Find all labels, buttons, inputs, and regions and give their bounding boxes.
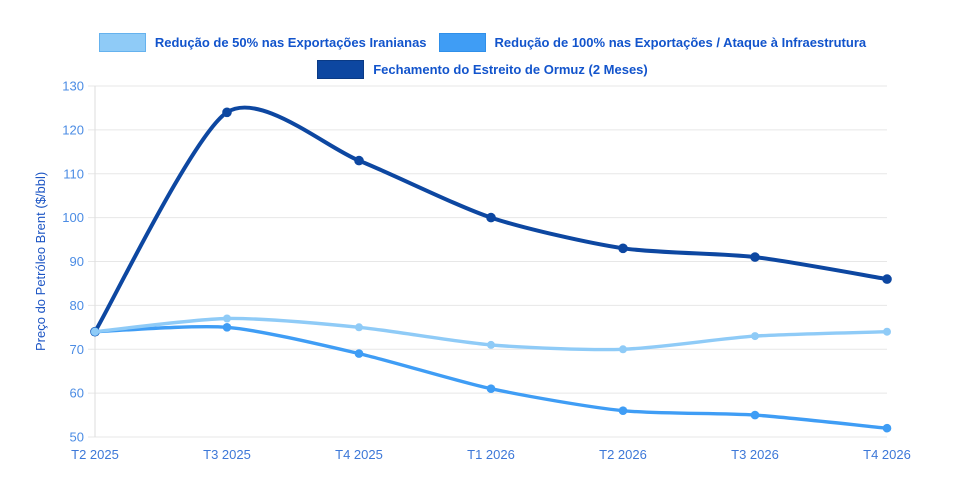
y-axis-tick-label: 60 [70, 386, 84, 401]
legend-item-reducao-100[interactable]: Redução de 100% nas Exportações / Ataque… [438, 33, 867, 52]
y-axis-tick-label: 90 [70, 254, 84, 269]
series-point-1-2 [354, 349, 364, 358]
legend-item-fechamento-ormuz[interactable]: Fechamento do Estreito de Ormuz (2 Meses… [317, 60, 648, 79]
y-axis-tick-label: 70 [70, 342, 84, 357]
series-point-0-5 [751, 332, 759, 341]
legend-label-fechamento-ormuz: Fechamento do Estreito de Ormuz (2 Meses… [373, 62, 648, 77]
series-point-1-4 [618, 406, 628, 416]
legend-item-reducao-50[interactable]: Redução de 50% nas Exportações Iranianas [98, 33, 427, 52]
series-point-2-1 [222, 107, 232, 118]
series-point-1-3 [486, 384, 496, 394]
series-point-2-4 [618, 243, 628, 254]
legend-label-reducao-50: Redução de 50% nas Exportações Iranianas [154, 35, 427, 50]
series-point-2-3 [486, 212, 496, 223]
series-point-0-0 [91, 327, 99, 336]
series-point-1-6 [882, 423, 892, 433]
x-axis-tick-label: T3 2026 [731, 447, 779, 462]
series-point-0-6 [883, 327, 891, 336]
x-axis-tick-label: T1 2026 [467, 447, 515, 462]
legend-swatch-reducao-100 [438, 33, 486, 52]
y-axis-tick-label: 80 [70, 298, 84, 313]
chart-legend: Redução de 50% nas Exportações Iranianas… [0, 33, 965, 79]
y-axis-tick-label: 120 [62, 122, 84, 137]
y-axis-tick-label: 50 [70, 430, 84, 445]
series-point-0-3 [487, 340, 495, 349]
x-axis-tick-label: T2 2025 [71, 447, 119, 462]
series-point-2-6 [882, 274, 892, 284]
x-axis-tick-label: T4 2025 [335, 447, 383, 462]
x-axis-tick-label: T4 2026 [863, 447, 911, 462]
series-point-2-2 [354, 155, 364, 166]
y-axis-tick-label: 130 [62, 79, 84, 94]
x-axis-tick-label: T3 2025 [203, 447, 251, 462]
legend-swatch-fechamento-ormuz [317, 60, 365, 79]
legend-label-reducao-100: Redução de 100% nas Exportações / Ataque… [494, 35, 867, 50]
series-point-0-2 [355, 323, 363, 332]
series-point-1-1 [222, 323, 232, 332]
y-axis-title: Preço do Petróleo Brent ($/bbl) [33, 171, 48, 352]
series-point-0-4 [619, 345, 627, 354]
series-point-1-5 [750, 410, 760, 420]
y-axis-tick-label: 110 [63, 166, 84, 181]
series-point-2-5 [750, 252, 760, 262]
x-axis-tick-label: T2 2026 [599, 447, 647, 462]
series-point-0-1 [223, 314, 231, 323]
y-axis-tick-label: 100 [62, 210, 84, 225]
legend-swatch-reducao-50 [98, 33, 146, 52]
